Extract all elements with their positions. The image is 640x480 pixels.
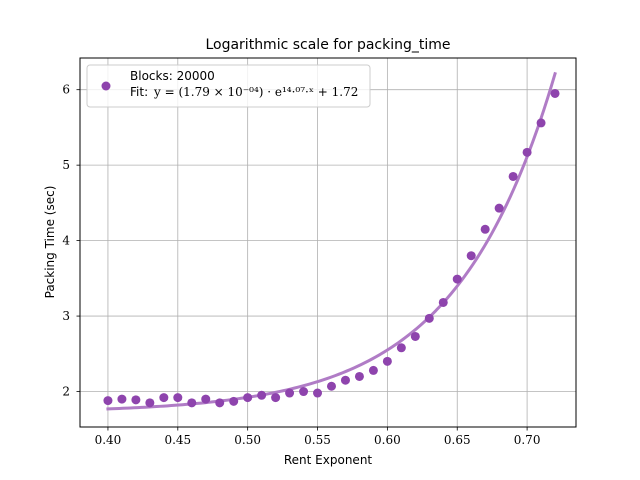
data-point	[522, 147, 532, 157]
x-tick-label: 0.40	[95, 433, 122, 447]
data-point	[145, 398, 155, 408]
chart-title: Logarithmic scale for packing_time	[205, 37, 450, 53]
y-tick-label: 3	[62, 309, 70, 323]
fit-curve-layer	[106, 71, 557, 411]
x-tick-label: 0.50	[234, 433, 261, 447]
y-tick-label: 6	[62, 83, 70, 97]
data-point	[299, 387, 309, 397]
x-axis-label: Rent Exponent	[284, 453, 373, 467]
fit-curve	[106, 71, 557, 411]
data-point	[410, 331, 420, 341]
data-point	[466, 251, 476, 261]
data-point	[215, 398, 225, 408]
data-point	[396, 343, 406, 353]
x-tick-label: 0.70	[514, 433, 541, 447]
data-point	[159, 393, 169, 403]
data-point	[201, 394, 211, 404]
plot-frame	[79, 57, 577, 428]
data-point	[243, 393, 253, 403]
legend-fit-prefix: Fit:	[130, 85, 148, 99]
grid	[80, 58, 576, 427]
y-tick-label: 2	[62, 385, 70, 399]
x-tick-label: 0.45	[164, 433, 191, 447]
data-points	[103, 88, 560, 408]
data-point	[187, 398, 197, 408]
data-point	[494, 203, 504, 213]
data-point	[508, 171, 518, 181]
data-point	[480, 224, 490, 234]
data-point	[173, 393, 183, 403]
legend: Blocks: 20000 Fit: y = (1.79 × 10⁻⁰⁴) · …	[86, 64, 371, 108]
data-point	[285, 388, 295, 398]
data-point	[326, 381, 336, 391]
data-point	[438, 297, 448, 307]
data-point	[550, 88, 560, 98]
data-point	[382, 356, 392, 366]
data-point	[131, 395, 141, 405]
data-point	[452, 274, 462, 284]
data-point	[536, 118, 546, 128]
x-tick-label: 0.60	[374, 433, 401, 447]
legend-box	[86, 64, 371, 108]
data-point	[354, 371, 364, 381]
y-axis-ticks: 2 3 4 5 6	[62, 83, 80, 399]
data-point	[340, 375, 350, 385]
legend-series-label: Blocks: 20000	[130, 69, 215, 83]
y-tick-label: 5	[62, 158, 70, 172]
y-axis-label: Packing Time (sec)	[43, 186, 57, 299]
data-point	[229, 396, 239, 406]
x-axis-ticks: 0.40 0.45 0.50 0.55 0.60 0.65 0.70	[95, 427, 541, 447]
data-point	[103, 396, 113, 406]
data-point	[313, 388, 323, 398]
x-tick-label: 0.55	[304, 433, 331, 447]
x-tick-label: 0.65	[444, 433, 471, 447]
data-point	[368, 365, 378, 375]
data-point	[424, 313, 434, 323]
legend-fit-formula: y = (1.79 × 10⁻⁰⁴) · e¹⁴·⁰⁷·ˣ + 1.72	[153, 85, 358, 99]
legend-marker	[101, 81, 111, 91]
data-point	[271, 393, 281, 403]
y-tick-label: 4	[62, 234, 70, 248]
data-point	[257, 390, 267, 400]
data-point	[117, 394, 127, 404]
